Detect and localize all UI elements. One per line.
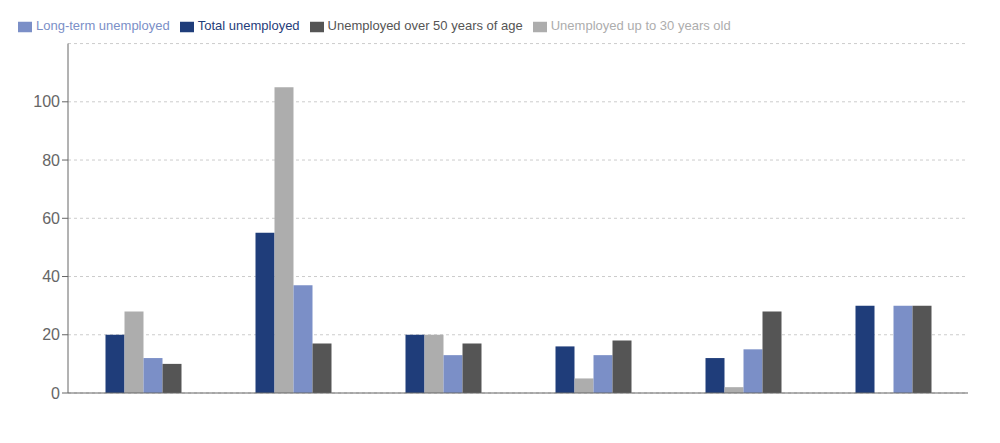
svg-text:60: 60 (42, 210, 60, 227)
svg-text:20: 20 (42, 326, 60, 343)
html-text:Total unemployed: Total unemployed (197, 18, 300, 33)
svg-text:40: 40 (42, 268, 60, 285)
svg-text:100: 100 (33, 93, 60, 110)
svg-text:0: 0 (51, 385, 60, 402)
html-text:Unemployed over 50 years of ag: Unemployed over 50 years of age (327, 18, 523, 33)
svg-text:80: 80 (42, 152, 60, 169)
html-text:Unemployed up to 30 years old: Unemployed up to 30 years old (550, 18, 731, 33)
html-text:Long-term unemployed: Long-term unemployed (36, 18, 170, 33)
